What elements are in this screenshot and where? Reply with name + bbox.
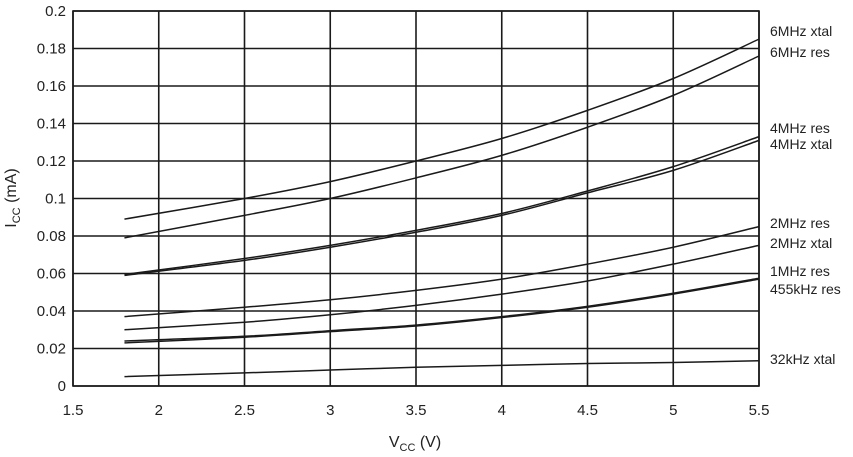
series-label-2mhz-res: 2MHz res — [770, 215, 830, 231]
grid — [72, 10, 760, 387]
y-axis-title-main: I — [3, 223, 20, 227]
y-tick-label: 0.2 — [45, 3, 66, 20]
series-label-1mhz-res: 1MHz res — [770, 263, 830, 279]
series-line-455khz-res — [124, 278, 760, 344]
x-tick-label: 4.5 — [577, 402, 598, 419]
y-tick-label: 0.06 — [37, 266, 66, 283]
series-line-4mhz-xtal — [124, 139, 760, 277]
x-tick-label: 1.5 — [63, 402, 84, 419]
x-axis-title-main: V — [389, 434, 400, 451]
x-tick-label: 2 — [155, 402, 163, 419]
y-axis-title: ICC (mA) — [3, 168, 23, 227]
series-line-4mhz-res — [124, 135, 760, 276]
y-tick-label: 0.1 — [45, 191, 66, 208]
y-tick-label: 0.18 — [37, 41, 66, 58]
series-label-6mhz-res: 6MHz res — [770, 44, 830, 60]
y-tick-label: 0.02 — [37, 341, 66, 358]
series-line-1mhz-res — [124, 277, 760, 342]
y-tick-label: 0.14 — [37, 116, 66, 133]
series-label-4mhz-res: 4MHz res — [770, 120, 830, 136]
series-label-6mhz-xtal: 6MHz xtal — [770, 23, 832, 39]
y-tick-label: 0.08 — [37, 228, 66, 245]
tick-labels: 0 0.02 0.04 0.06 0.08 0.1 0.12 0.14 0.16 0.18 0.2 1… — [37, 3, 770, 419]
y-axis-title-unit: (mA) — [3, 168, 20, 207]
x-tick-label: 4 — [498, 402, 506, 419]
series-label-32khz-xtal: 32kHz xtal — [770, 351, 835, 367]
x-tick-label: 3.5 — [406, 402, 427, 419]
series-lines — [124, 38, 760, 378]
series-line-6mhz-xtal — [124, 38, 760, 220]
series-line-32khz-xtal — [124, 359, 760, 378]
x-axis-title: VCC (V) — [389, 434, 441, 454]
y-tick-label: 0.16 — [37, 78, 66, 95]
x-axis-title-unit: (V) — [415, 434, 441, 451]
x-axis-title-sub: CC — [400, 442, 416, 454]
y-tick-label: 0 — [58, 378, 66, 395]
y-tick-label: 0.12 — [37, 153, 66, 170]
series-line-2mhz-res — [124, 225, 760, 318]
series-label-455khz-res: 455kHz res — [770, 281, 841, 297]
x-tick-label: 2.5 — [234, 402, 255, 419]
x-tick-label: 3 — [326, 402, 334, 419]
series-line-2mhz-xtal — [124, 244, 760, 331]
x-tick-label: 5 — [669, 402, 677, 419]
plot-frame — [72, 10, 760, 387]
y-tick-label: 0.04 — [37, 303, 66, 320]
series-line-6mhz-res — [124, 55, 760, 239]
x-tick-label: 5.5 — [749, 402, 770, 419]
series-label-4mhz-xtal: 4MHz xtal — [770, 136, 832, 152]
series-label-2mhz-xtal: 2MHz xtal — [770, 235, 832, 251]
y-axis-title-sub: CC — [11, 207, 23, 223]
